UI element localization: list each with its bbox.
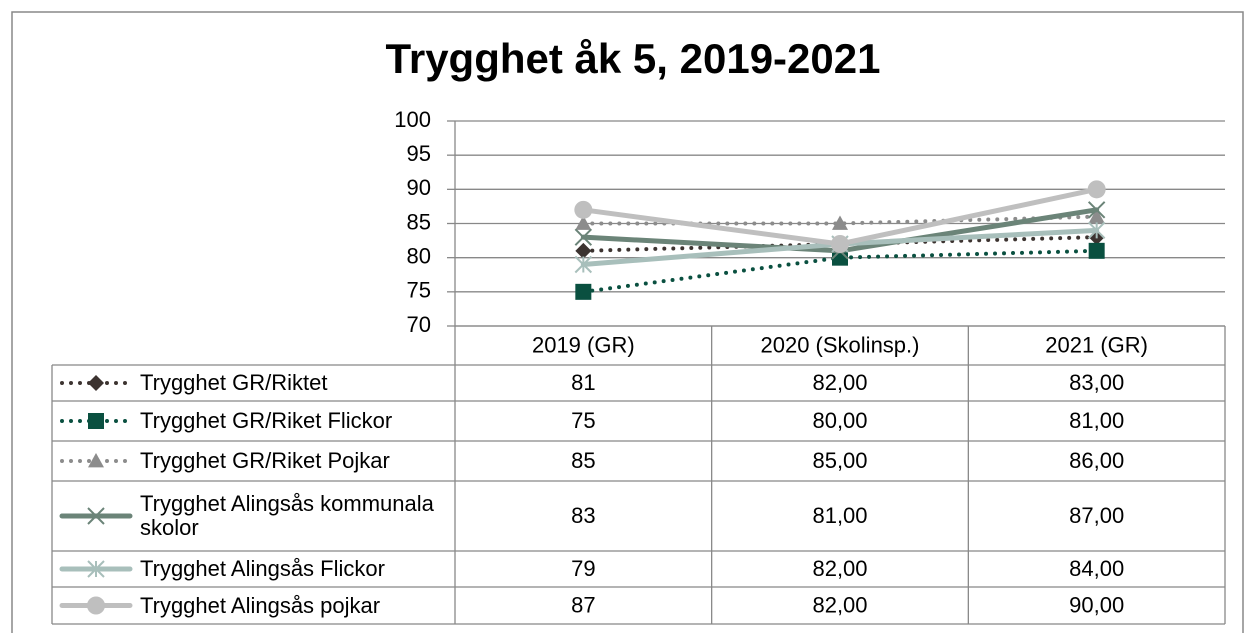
marker	[574, 200, 593, 219]
legend-entry: Trygghet Alingsås Flickor	[140, 556, 385, 581]
legend-label: Trygghet GR/Riket Pojkar	[140, 448, 390, 473]
table-value: 87	[571, 592, 595, 617]
table-value: 85	[571, 448, 595, 473]
legend-entry: Trygghet Alingsås pojkar	[140, 592, 381, 618]
legend-label: Trygghet Alingsås kommunala skolor	[140, 491, 434, 540]
marker	[87, 596, 105, 615]
legend-entry: Trygghet GR/Riket Pojkar	[140, 448, 390, 473]
legend-label: Trygghet Alingsås Flickor	[140, 556, 385, 581]
table-value: 80,00	[812, 408, 867, 433]
table-value: 79	[571, 556, 595, 581]
legend-label: Trygghet GR/Riktet	[140, 370, 328, 395]
table-value: 82,00	[812, 370, 867, 395]
marker	[88, 413, 104, 429]
marker	[1087, 180, 1106, 199]
legend-entry: Trygghet GR/Riktet	[140, 370, 328, 395]
legend-label: Trygghet GR/Riket Flickor	[140, 408, 393, 433]
table-value: 82,00	[812, 556, 867, 581]
y-tick-label: 85	[407, 209, 431, 234]
marker	[88, 453, 104, 468]
table-value: 83,00	[1069, 370, 1124, 395]
marker	[831, 235, 849, 253]
x-tick-label: 2019 (GR)	[532, 332, 635, 357]
table-value: 81,00	[1069, 408, 1124, 433]
chart-frame	[11, 11, 1244, 633]
table-value: 86,00	[1069, 448, 1124, 473]
y-tick-label: 75	[407, 278, 431, 303]
x-tick-label: 2020 (Skolinsp.)	[761, 332, 920, 357]
legend-entry: Trygghet Alingsås kommunala skolor	[140, 491, 434, 540]
chart-title: Trygghet åk 5, 2019-2021	[386, 35, 881, 82]
table-value: 75	[571, 408, 595, 433]
marker	[1087, 201, 1106, 219]
table-value: 81	[571, 370, 595, 395]
legend-label: Trygghet Alingsås pojkar	[140, 592, 381, 618]
marker	[1088, 208, 1105, 224]
marker	[574, 228, 593, 246]
marker	[1087, 221, 1106, 240]
table-value: 90,00	[1069, 592, 1124, 617]
y-tick-label: 80	[407, 243, 431, 268]
y-tick-label: 70	[407, 312, 431, 337]
marker	[87, 560, 105, 578]
marker	[1088, 242, 1105, 259]
legend-entry: Trygghet GR/Riket Flickor	[140, 408, 393, 433]
table-value: 84,00	[1069, 556, 1124, 581]
marker	[575, 242, 592, 259]
marker	[575, 283, 592, 300]
marker	[87, 507, 105, 525]
x-tick-label: 2021 (GR)	[1045, 332, 1148, 357]
table-value: 83	[571, 503, 595, 528]
marker	[88, 375, 104, 391]
table-value: 82,00	[812, 592, 867, 617]
marker	[574, 255, 593, 274]
y-tick-label: 100	[394, 107, 431, 132]
marker	[832, 215, 848, 230]
table-value: 85,00	[812, 448, 867, 473]
marker	[575, 215, 592, 230]
table-value: 81,00	[812, 503, 867, 528]
y-tick-label: 90	[407, 175, 431, 200]
table-value: 87,00	[1069, 503, 1124, 528]
line	[581, 248, 1099, 294]
y-tick-label: 95	[407, 141, 431, 166]
